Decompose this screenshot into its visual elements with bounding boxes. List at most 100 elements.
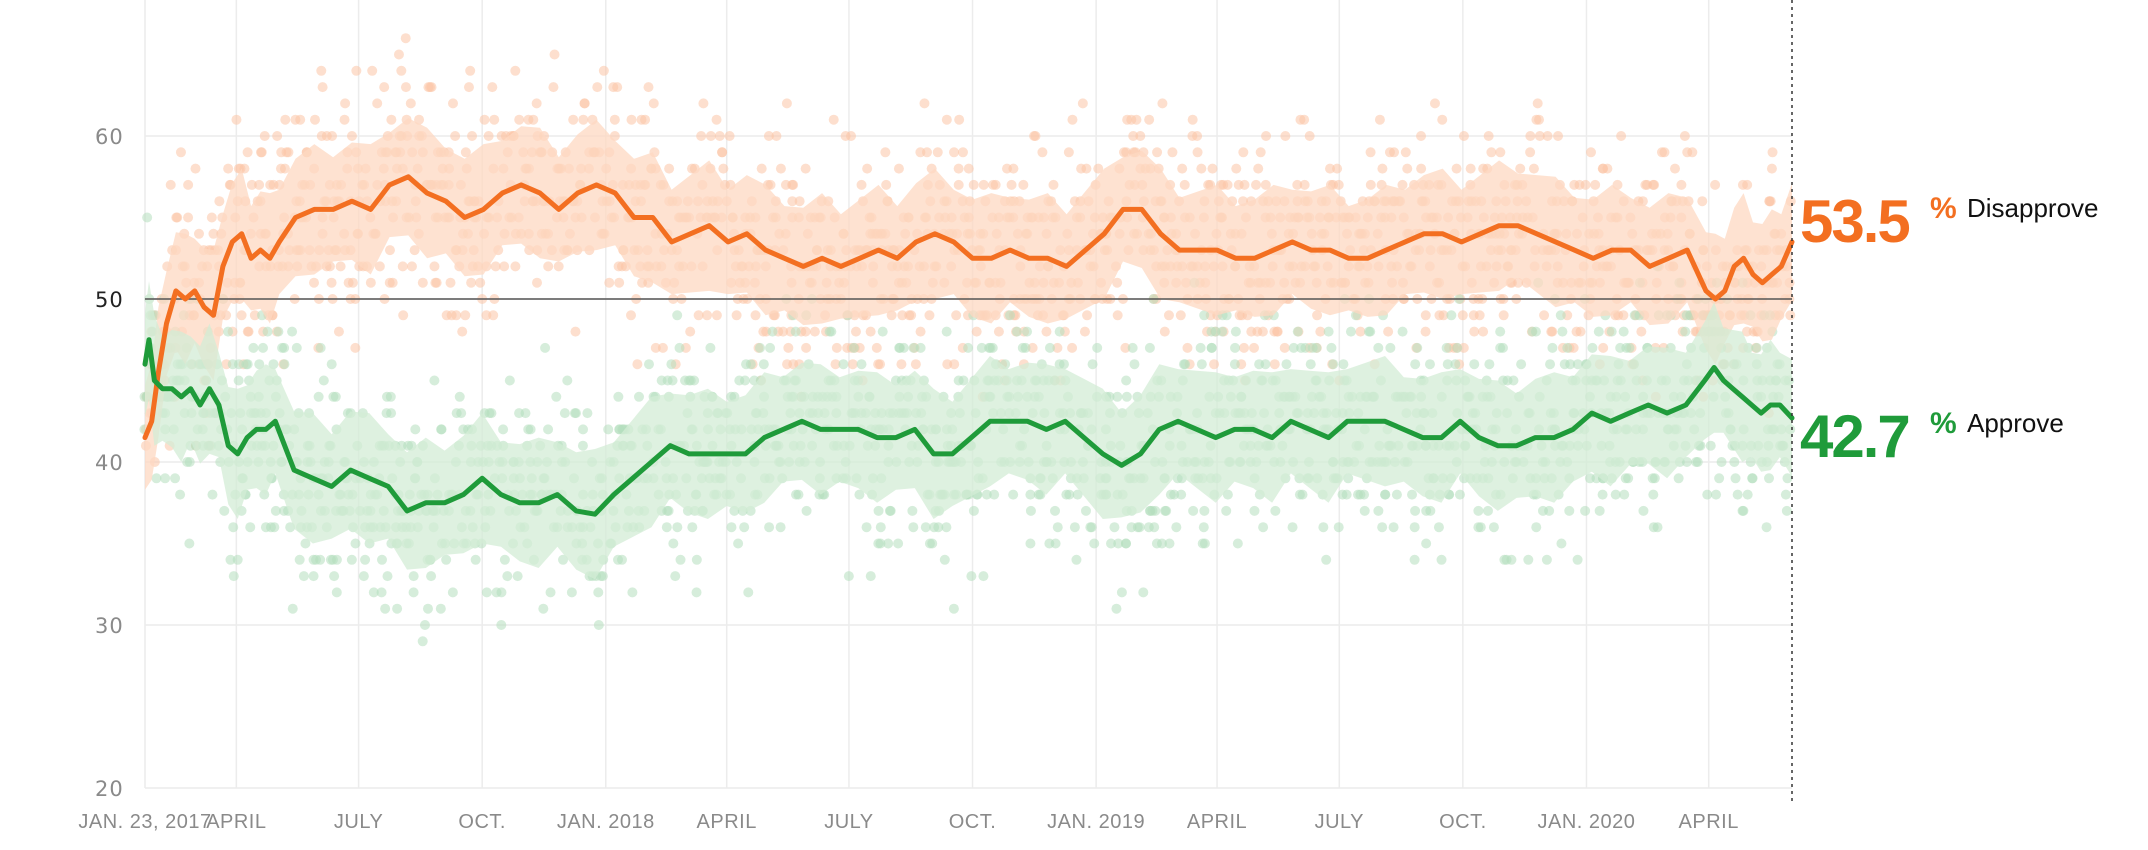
approve-poll-dot: [1587, 342, 1598, 353]
approve-poll-dot: [861, 522, 872, 533]
approve-poll-dot: [1531, 522, 1542, 533]
approve-poll-dot: [1305, 359, 1316, 370]
approve-value: 42.7: [1800, 403, 1909, 470]
approve-poll-dot: [1761, 522, 1772, 533]
disapprove-poll-dot: [1239, 342, 1250, 353]
approve-poll-dot: [1127, 342, 1138, 353]
approve-poll-dot: [1054, 326, 1065, 337]
disapprove-poll-dot: [465, 65, 476, 76]
disapprove-poll-dot: [847, 359, 858, 370]
approve-poll-dot: [1597, 489, 1608, 500]
approve-poll-dot: [1373, 505, 1384, 516]
disapprove-poll-dot: [460, 310, 471, 321]
approve-poll-dot: [758, 359, 769, 370]
approve-poll-dot: [1165, 489, 1176, 500]
disapprove-poll-dot: [1332, 163, 1343, 174]
approve-poll-dot: [426, 571, 437, 582]
disapprove-poll-dot: [400, 82, 411, 93]
disapprove-poll-dot: [924, 310, 935, 321]
disapprove-poll-dot: [765, 179, 776, 190]
disapprove-poll-dot: [450, 131, 461, 141]
disapprove-poll-dot: [231, 114, 242, 125]
disapprove-poll-dot: [1676, 179, 1687, 190]
approve-poll-dot: [382, 571, 393, 582]
disapprove-poll-dot: [1659, 147, 1670, 158]
disapprove-poll-dot: [1590, 179, 1601, 190]
disapprove-poll-dot: [1292, 179, 1303, 190]
approve-poll-dot: [877, 326, 888, 337]
disapprove-poll-dot: [1498, 310, 1509, 321]
disapprove-poll-dot: [1580, 179, 1591, 190]
approve-poll-dot: [1129, 359, 1140, 370]
approve-poll-dot: [1441, 342, 1452, 353]
disapprove-poll-dot: [993, 326, 1004, 337]
disapprove-poll-dot: [800, 326, 811, 337]
disapprove-poll-dot: [951, 310, 962, 321]
disapprove-poll-dot: [778, 326, 789, 337]
approve-poll-dot: [1541, 554, 1552, 565]
approve-poll-dot: [435, 603, 446, 614]
approve-poll-dot: [1249, 505, 1260, 516]
approve-poll-dot: [254, 359, 265, 370]
disapprove-poll-dot: [915, 326, 926, 337]
approve-poll-dot: [184, 457, 195, 467]
disapprove-poll-dot: [1093, 163, 1104, 174]
disapprove-poll-dot: [1177, 163, 1188, 174]
disapprove-poll-dot: [374, 261, 385, 272]
approve-poll-dot: [933, 522, 944, 533]
approve-poll-dot: [233, 359, 244, 370]
disapprove-poll-dot: [592, 82, 603, 93]
disapprove-poll-dot: [1400, 147, 1411, 158]
disapprove-poll-dot: [578, 114, 589, 125]
disapprove-poll-dot: [1636, 326, 1647, 337]
approve-poll-dot: [1294, 489, 1305, 500]
disapprove-poll-dot: [1312, 310, 1323, 321]
approve-poll-dot: [559, 408, 570, 419]
approve-poll-dot: [540, 342, 551, 353]
disapprove-poll-dot: [1120, 342, 1131, 353]
disapprove-poll-dot: [327, 131, 338, 141]
disapprove-poll-dot: [693, 310, 704, 321]
disapprove-poll-dot: [717, 147, 728, 158]
disapprove-poll-dot: [1648, 179, 1659, 190]
approve-poll-dot: [1112, 391, 1123, 402]
approve-poll-dot: [1452, 342, 1463, 353]
disapprove-poll-dot: [1397, 179, 1408, 190]
disapprove-poll-dot: [696, 131, 707, 141]
disapprove-poll-dot: [1253, 163, 1264, 174]
approve-poll-dot: [329, 571, 340, 582]
disapprove-poll-dot: [514, 114, 525, 125]
approve-poll-dot: [672, 522, 683, 533]
approve-poll-dot: [603, 424, 614, 435]
disapprove-poll-dot: [1167, 147, 1178, 158]
approve-poll-dot: [313, 391, 324, 402]
disapprove-poll-dot: [397, 261, 408, 272]
approve-poll-dot: [1373, 342, 1384, 353]
approve-poll-dot: [429, 375, 440, 386]
disapprove-poll-dot: [919, 98, 930, 109]
disapprove-poll-dot: [1532, 98, 1543, 109]
approve-poll-dot: [1171, 522, 1182, 533]
disapprove-poll-dot: [1157, 98, 1168, 109]
approve-poll-dot: [924, 538, 935, 549]
approve-poll-dot: [1691, 457, 1702, 467]
disapprove-poll-dot: [787, 196, 798, 207]
approve-poll-dot: [1005, 310, 1016, 321]
approve-poll-dot: [1450, 359, 1461, 370]
approve-poll-dot: [1454, 489, 1465, 500]
approve-poll-dot: [287, 603, 298, 614]
disapprove-poll-dot: [1260, 179, 1271, 190]
approve-poll-dot: [856, 359, 867, 370]
disapprove-poll-dot: [379, 82, 390, 93]
approve-poll-dot: [1606, 326, 1617, 337]
approve-poll-dot: [726, 522, 737, 533]
disapprove-poll-dot: [499, 261, 510, 272]
approve-poll-dot: [848, 342, 859, 353]
disapprove-poll-dot: [1152, 147, 1163, 158]
approve-poll-dot: [793, 489, 804, 500]
approve-poll-dot: [1164, 538, 1175, 549]
approve-poll-dot: [376, 587, 387, 598]
disapprove-poll-dot: [409, 245, 420, 256]
disapprove-poll-dot: [862, 163, 873, 174]
uncertainty-bands: [145, 118, 1792, 580]
